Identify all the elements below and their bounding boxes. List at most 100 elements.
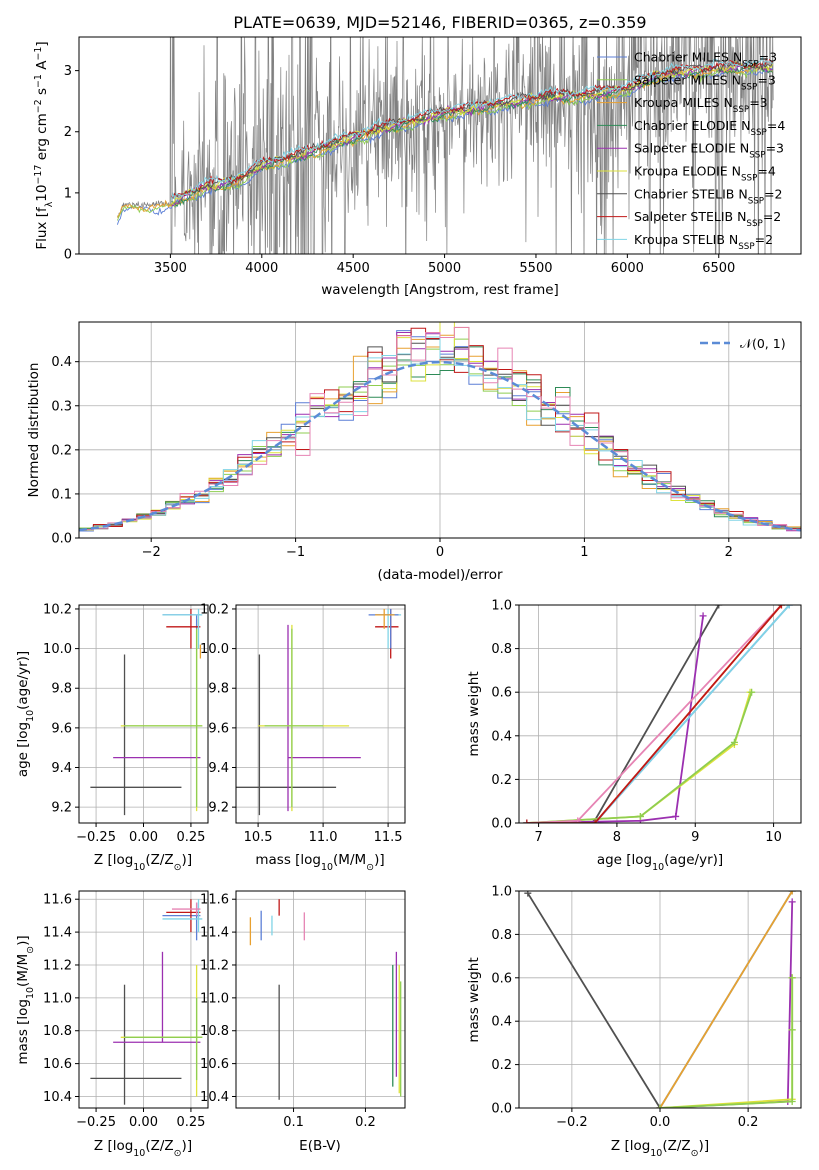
x-tick-label: −2 <box>142 545 161 560</box>
model-spectrum-salpeter-stelib <box>171 58 773 199</box>
y-tick-label: 10.0 <box>43 642 72 657</box>
x-axis-label: (data-model)/error <box>377 567 503 583</box>
errorbar-point <box>120 618 203 812</box>
cumulative-line <box>659 977 794 1108</box>
x-tick-label: 6000 <box>611 261 644 276</box>
legend-entry-part: =3 <box>759 50 777 65</box>
legend-entry: Kroupa MILES NSSP=3 <box>634 95 768 115</box>
y-tick-label: 10.8 <box>200 1024 229 1039</box>
legend-entry: Chabrier STELIB NSSP=2 <box>634 186 783 206</box>
cumulative-marker <box>788 891 796 895</box>
y-tick-label: 9.2 <box>51 801 72 816</box>
x-tick-label: 0.00 <box>129 1115 158 1130</box>
axes-cum-age: 7 8 9 10 0.0 0.2 0.4 0.6 0.8 1.0 <box>491 599 802 845</box>
x-tick-label: 5500 <box>519 261 552 276</box>
y-tick-label: 0.3 <box>51 399 72 414</box>
cumulative-marker <box>785 605 793 609</box>
y-axis-label-part: )] <box>15 935 31 946</box>
y-axis-label-part: A <box>34 60 50 74</box>
y-tick-label: 0.0 <box>491 1102 512 1117</box>
cumulative-series <box>523 605 785 823</box>
legend-entry-part: =3 <box>749 95 767 110</box>
cumulative-marker <box>730 738 738 746</box>
observed-spectrum <box>117 37 774 254</box>
y-tick-label: 0.8 <box>491 642 512 657</box>
x-axis-label: mass [log10(M/M⊙)] <box>255 852 384 873</box>
axes-mass-vs-ebv: 0.1 0.2 10.4 10.6 10.8 11.0 11.2 11.4 11.6 <box>200 890 406 1130</box>
y-tick-label: 10.8 <box>43 1024 72 1039</box>
axes-cum-z: −0.2 0.0 0.2 0.0 0.2 0.4 0.6 0.8 1.0 <box>491 885 802 1130</box>
errorbar-point <box>166 608 201 649</box>
x-axis-label-part: 10 <box>321 862 333 873</box>
y-axis-label-part: λ <box>44 201 55 207</box>
y-tick-label: 9.8 <box>208 682 229 697</box>
errorbar-point <box>258 624 350 812</box>
cumulative-series <box>656 891 796 1108</box>
legend-entry-part: =3 <box>766 141 784 156</box>
cumulative-marker <box>788 1026 796 1034</box>
legend-entry-part: =2 <box>763 209 781 224</box>
x-tick-label: 0.00 <box>129 830 158 845</box>
cumulative-marker <box>636 812 644 820</box>
legend-entry-part: Chabrier MILES N <box>634 50 742 65</box>
x-axis-label-part: 10 <box>133 862 145 873</box>
legend-entry-part: SSP <box>733 105 749 115</box>
y-tick-label: 0.4 <box>491 729 512 744</box>
cumulative-series <box>523 688 756 823</box>
x-tick-label: 11.5 <box>374 830 403 845</box>
legend-entry-part: SSP <box>750 128 766 138</box>
model-spectrum-kroupa-miles <box>117 65 773 218</box>
legend-entry-part: Kroupa ELODIE N <box>634 164 741 179</box>
x-tick-label: 0.25 <box>176 1115 205 1130</box>
y-tick-label: 10.6 <box>43 1057 72 1072</box>
y-tick-label: 0.0 <box>51 532 72 547</box>
x-tick-label: 0 <box>436 545 444 560</box>
errorbar-point <box>124 628 203 808</box>
y-axis-label-part: Flux [f <box>34 206 50 250</box>
cumulative-line <box>526 615 704 823</box>
x-tick-label: 8 <box>613 830 621 845</box>
y-axis-label-part: 10 <box>34 185 50 202</box>
axes-frame <box>78 36 802 255</box>
legend-entry-part: Salpeter ELODIE N <box>634 141 749 156</box>
cumulative-series <box>523 612 707 823</box>
x-axis-label-part: 10 <box>650 1148 662 1159</box>
legend-entry-part: =2 <box>755 232 773 247</box>
cumulative-series <box>523 605 785 823</box>
legend-entry-part: SSP <box>738 242 754 252</box>
x-axis-label-part: 10 <box>133 1148 145 1159</box>
cumulative-marker <box>699 612 707 620</box>
axes-spectrum: 3500 4000 4500 5000 5500 6000 6500 0 1 2 3 <box>64 36 802 276</box>
y-tick-label: 11.6 <box>43 893 72 908</box>
y-tick-label: 10.4 <box>200 1090 229 1105</box>
x-tick-label: 3500 <box>154 261 187 276</box>
y-tick-label: 0.1 <box>51 487 72 502</box>
x-axis-label-part: ⊙ <box>366 862 374 873</box>
cumulative-marker <box>672 812 680 820</box>
axes-mass-vs-z: −0.25 0.00 0.25 10.4 10.6 10.8 11.0 11.2 11.4 11.… <box>43 890 209 1130</box>
x-tick-label: 11.0 <box>309 830 338 845</box>
legend-entry-part: Chabrier STELIB N <box>634 186 748 201</box>
errorbar-point <box>166 899 201 933</box>
x-axis-label-part: )] <box>374 852 385 868</box>
x-axis-label-part: )] <box>699 1138 710 1154</box>
x-axis-label: Z [log10(Z/Z⊙)] <box>94 852 192 873</box>
cumulative-marker <box>788 974 796 982</box>
x-axis-label-part: (M/M <box>333 852 366 868</box>
x-axis-label-part: (Z/Z <box>662 1138 690 1154</box>
y-tick-label: 0.8 <box>491 928 512 943</box>
y-tick-label: 0.6 <box>491 971 512 986</box>
y-tick-label: 10.6 <box>200 1057 229 1072</box>
cumulative-line <box>659 977 794 1108</box>
legend-entry: Salpeter MILES NSSP=3 <box>634 72 776 92</box>
x-tick-label: 2 <box>725 545 733 560</box>
x-axis-label-part: ⊙ <box>174 862 182 873</box>
y-tick-label: 11.4 <box>43 926 72 941</box>
plot-area <box>249 899 402 1100</box>
cumulative-line <box>659 891 793 1108</box>
y-tick-label: 10.2 <box>200 602 229 617</box>
x-tick-label: −0.25 <box>76 830 116 845</box>
x-axis-label-part: Z [log <box>94 1138 133 1154</box>
y-axis-label-part: (age/yr)] <box>15 651 31 710</box>
